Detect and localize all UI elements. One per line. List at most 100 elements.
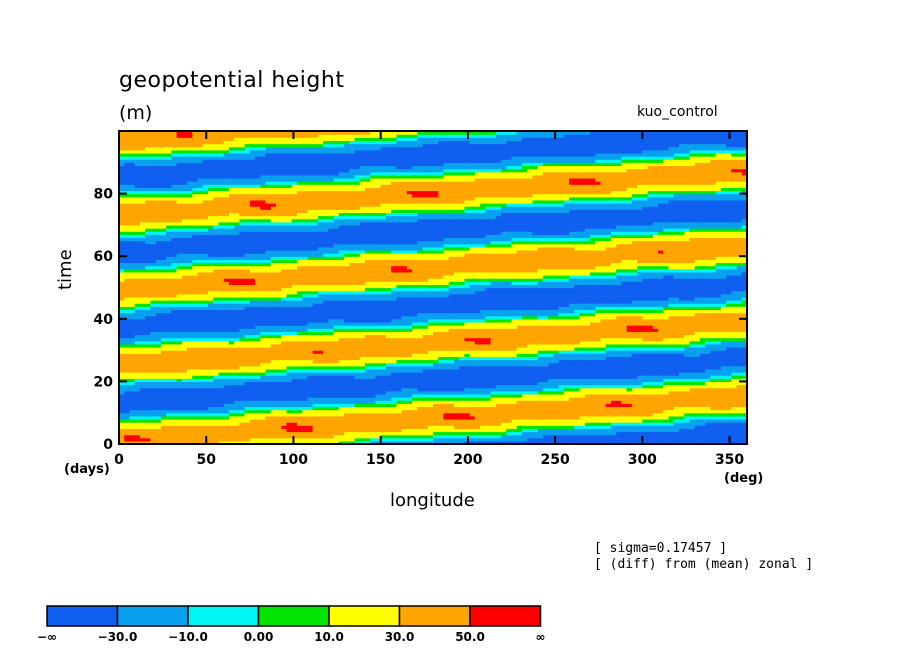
heatmap-cell [396, 425, 403, 429]
heatmap-cell [694, 431, 701, 436]
heatmap-cell [160, 437, 167, 442]
heatmap-cell [139, 393, 146, 398]
heatmap-cell [438, 384, 445, 389]
heatmap-cell [239, 422, 246, 426]
heatmap-cell [548, 415, 554, 420]
heatmap-cell [647, 384, 654, 389]
heatmap-cell [281, 393, 288, 398]
heatmap-cell [668, 428, 675, 433]
heatmap-cell [448, 437, 455, 442]
heatmap-cell [391, 393, 397, 398]
heatmap-cell [616, 422, 622, 426]
heatmap-cell [563, 418, 570, 423]
heatmap-cell [678, 415, 685, 420]
heatmap-cell [296, 397, 303, 401]
heatmap-cell [480, 393, 486, 398]
heatmap-cell [438, 437, 445, 442]
heatmap-cell [265, 415, 272, 420]
heatmap-cell [553, 381, 560, 386]
heatmap-cell [741, 384, 748, 389]
heatmap-cell [584, 409, 591, 414]
heatmap-cell [684, 415, 691, 420]
heatmap-cell [396, 418, 403, 423]
heatmap-cell [354, 434, 361, 439]
heatmap-cell [433, 431, 439, 436]
heatmap-cell [323, 418, 329, 423]
heatmap-cell [448, 390, 455, 395]
heatmap-cell [344, 400, 350, 404]
heatmap-cell [422, 400, 429, 404]
heatmap-cell [270, 387, 277, 392]
heatmap-cell [296, 390, 303, 395]
heatmap-cell [197, 437, 204, 442]
heatmap-cell [286, 434, 293, 439]
heatmap-cell [637, 393, 643, 398]
heatmap-cell [506, 437, 513, 442]
heatmap-cell [124, 403, 131, 408]
heatmap-cell [145, 403, 151, 408]
heatmap-cell [474, 422, 481, 426]
heatmap-cell [412, 397, 418, 401]
heatmap-cell [658, 412, 664, 417]
heatmap-cell [741, 397, 748, 401]
heatmap-cell [160, 415, 167, 420]
heatmap-cell [328, 390, 335, 395]
heatmap-cell [223, 425, 230, 429]
heatmap-cell [684, 387, 691, 392]
heatmap-cell [595, 431, 602, 436]
heatmap-cell [569, 428, 575, 433]
heatmap-cell [658, 403, 664, 408]
heatmap-cell [422, 425, 429, 429]
heatmap-cell [145, 378, 151, 382]
heatmap-cell [244, 425, 251, 429]
heatmap-cell [255, 409, 261, 414]
heatmap-cell [213, 393, 220, 398]
heatmap-cell [710, 437, 717, 442]
heatmap-cell [176, 390, 183, 395]
heatmap-cell [584, 415, 591, 420]
heatmap-cell [134, 403, 141, 408]
heatmap-cell [464, 409, 471, 414]
heatmap-cell [637, 403, 643, 408]
heatmap-cell [673, 440, 680, 445]
heatmap-cell [359, 418, 366, 423]
heatmap-cell [490, 418, 497, 423]
heatmap-cell [202, 393, 209, 398]
heatmap-cell [427, 434, 434, 439]
heatmap-cell [511, 390, 518, 395]
heatmap-cell [438, 403, 445, 408]
heatmap-cell [684, 437, 691, 442]
heatmap-cell [610, 393, 617, 398]
heatmap-cell [391, 431, 397, 436]
heatmap-cell [276, 387, 282, 392]
heatmap-cell [647, 412, 654, 417]
heatmap-cell [736, 381, 743, 386]
heatmap-cell [145, 415, 151, 420]
heatmap-cell [406, 415, 413, 420]
heatmap-cell [485, 440, 492, 445]
heatmap-cell [344, 403, 350, 408]
heatmap-cell [171, 406, 178, 411]
heatmap-cell [181, 440, 188, 445]
heatmap-cell [422, 412, 429, 417]
heatmap-cell [663, 422, 670, 426]
heatmap-cell [291, 403, 298, 408]
heatmap-cell [553, 440, 560, 445]
heatmap-cell [401, 409, 408, 414]
heatmap-cell [652, 412, 659, 417]
heatmap-cell [433, 393, 439, 398]
heatmap-cell [584, 406, 591, 411]
heatmap-cell [333, 403, 340, 408]
heatmap-cell [605, 409, 612, 414]
heatmap-cell [119, 390, 125, 395]
heatmap-cell [689, 431, 696, 436]
heatmap-cell [616, 381, 622, 386]
heatmap-cell [380, 390, 387, 395]
heatmap-cell [354, 403, 361, 408]
heatmap-cell [626, 390, 633, 395]
heatmap-cell [270, 409, 277, 414]
heatmap-cell [260, 387, 267, 392]
heatmap-cell [218, 393, 225, 398]
heatmap-cell [417, 415, 424, 420]
heatmap-cell [511, 403, 518, 408]
